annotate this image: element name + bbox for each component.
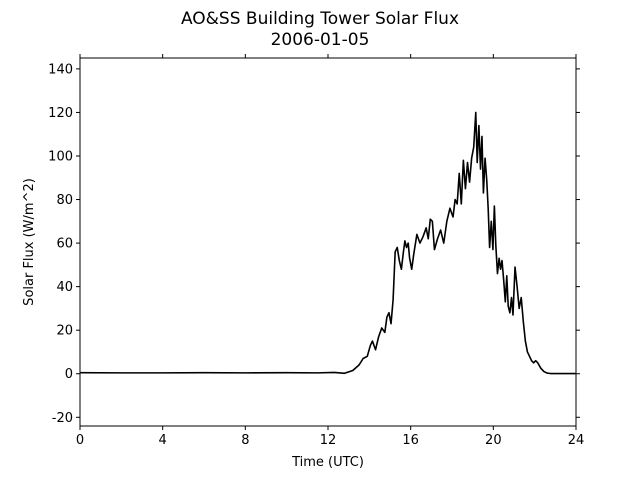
y-tick-label: 140 (48, 62, 73, 77)
y-tick-label: -20 (52, 411, 73, 426)
y-tick-label: 40 (56, 280, 73, 295)
x-tick-label: 8 (241, 433, 249, 448)
x-tick-label: 12 (320, 433, 337, 448)
x-tick-label: 24 (568, 433, 585, 448)
y-tick-label: 120 (48, 106, 73, 121)
x-axis: 0 4 8 12 16 20 24 (76, 54, 584, 448)
x-tick-label: 20 (485, 433, 502, 448)
x-tick-label: 0 (76, 433, 84, 448)
x-tick-label: 16 (402, 433, 419, 448)
y-axis: -20 0 20 40 60 80 100 120 140 (48, 62, 580, 426)
y-tick-label: 20 (56, 324, 73, 339)
chart-title: AO&SS Building Tower Solar Flux (181, 9, 459, 29)
y-tick-label: 80 (56, 193, 73, 208)
series-line (79, 111, 576, 375)
y-axis-label: Solar Flux (W/m^2) (22, 178, 37, 306)
y-tick-label: 60 (56, 237, 73, 252)
y-tick-label: 100 (48, 149, 73, 164)
y-tick-label: 0 (65, 367, 73, 382)
chart-subtitle: 2006-01-05 (271, 30, 370, 50)
plot-frame (79, 57, 577, 427)
x-tick-label: 4 (159, 433, 167, 448)
x-axis-label: Time (UTC) (291, 455, 364, 470)
